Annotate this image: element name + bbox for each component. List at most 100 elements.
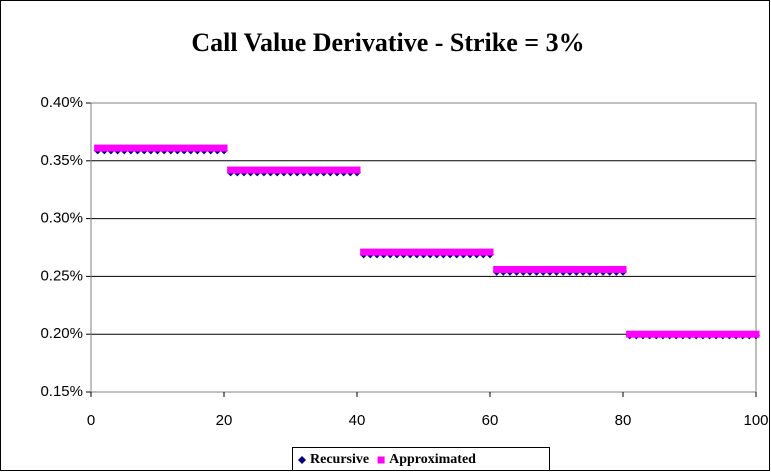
point <box>546 265 554 273</box>
legend-box <box>292 447 550 471</box>
point <box>240 166 248 174</box>
point <box>646 330 654 338</box>
point <box>313 166 321 174</box>
x-tick-label: 100 <box>743 412 768 429</box>
x-tick-label: 20 <box>216 412 233 429</box>
y-tick-label: 0.15% <box>40 383 83 400</box>
point <box>233 166 241 174</box>
x-tick-label: 60 <box>482 412 499 429</box>
point <box>306 166 314 174</box>
legend-label: Recursive <box>310 452 369 467</box>
point <box>632 330 640 338</box>
point <box>333 166 341 174</box>
point <box>486 248 494 256</box>
point <box>433 248 441 256</box>
point <box>200 144 208 152</box>
point <box>100 144 108 152</box>
legend-label: Approximated <box>389 452 476 467</box>
point <box>566 265 574 273</box>
point <box>572 265 580 273</box>
point <box>127 144 135 152</box>
y-tick-label: 0.20% <box>40 325 83 342</box>
point <box>739 330 747 338</box>
point <box>300 166 308 174</box>
y-tick-label: 0.35% <box>40 152 83 169</box>
point <box>220 144 228 152</box>
point <box>413 248 421 256</box>
point <box>173 144 181 152</box>
point <box>666 330 674 338</box>
point <box>672 330 680 338</box>
point <box>659 330 667 338</box>
point <box>493 265 501 273</box>
point <box>559 265 567 273</box>
point <box>326 166 334 174</box>
point <box>400 248 408 256</box>
point <box>692 330 700 338</box>
point <box>513 265 521 273</box>
point <box>579 265 587 273</box>
point <box>380 248 388 256</box>
point <box>147 144 155 152</box>
point <box>479 248 487 256</box>
point <box>293 166 301 174</box>
point <box>273 166 281 174</box>
legend-marker <box>377 456 385 464</box>
point <box>280 166 288 174</box>
point <box>353 166 361 174</box>
point <box>679 330 687 338</box>
point <box>193 144 201 152</box>
point <box>453 248 461 256</box>
plot-area <box>90 102 757 393</box>
point <box>612 265 620 273</box>
point <box>227 166 235 174</box>
point <box>420 248 427 256</box>
point <box>586 265 594 273</box>
point <box>506 265 514 273</box>
point <box>626 330 634 338</box>
point <box>366 248 374 256</box>
point <box>107 144 115 152</box>
point <box>373 248 381 256</box>
point <box>606 265 614 273</box>
point <box>499 265 507 273</box>
point <box>287 166 294 174</box>
point <box>652 330 660 338</box>
point <box>619 265 627 273</box>
point <box>393 248 401 256</box>
point <box>699 330 707 338</box>
point <box>187 144 195 152</box>
point <box>705 330 713 338</box>
point <box>752 330 760 338</box>
x-tick-label: 40 <box>349 412 366 429</box>
point <box>526 265 534 273</box>
point <box>439 248 447 256</box>
point <box>446 248 454 256</box>
y-tick-label: 0.30% <box>40 210 83 227</box>
x-tick-label: 80 <box>615 412 632 429</box>
point <box>253 166 261 174</box>
y-tick-label: 0.25% <box>40 267 83 284</box>
point <box>167 144 175 152</box>
point <box>247 166 255 174</box>
point <box>639 330 647 338</box>
point <box>346 166 354 174</box>
point <box>140 144 148 152</box>
point <box>94 144 102 152</box>
point <box>340 166 348 174</box>
point <box>519 265 527 273</box>
point <box>592 265 600 273</box>
point <box>466 248 474 256</box>
point <box>725 330 733 338</box>
point <box>459 248 467 256</box>
point <box>213 144 221 152</box>
point <box>267 166 275 174</box>
point <box>114 144 122 152</box>
point <box>406 248 414 256</box>
point <box>386 248 394 256</box>
point <box>539 265 547 273</box>
point <box>120 144 128 152</box>
point <box>553 265 560 273</box>
